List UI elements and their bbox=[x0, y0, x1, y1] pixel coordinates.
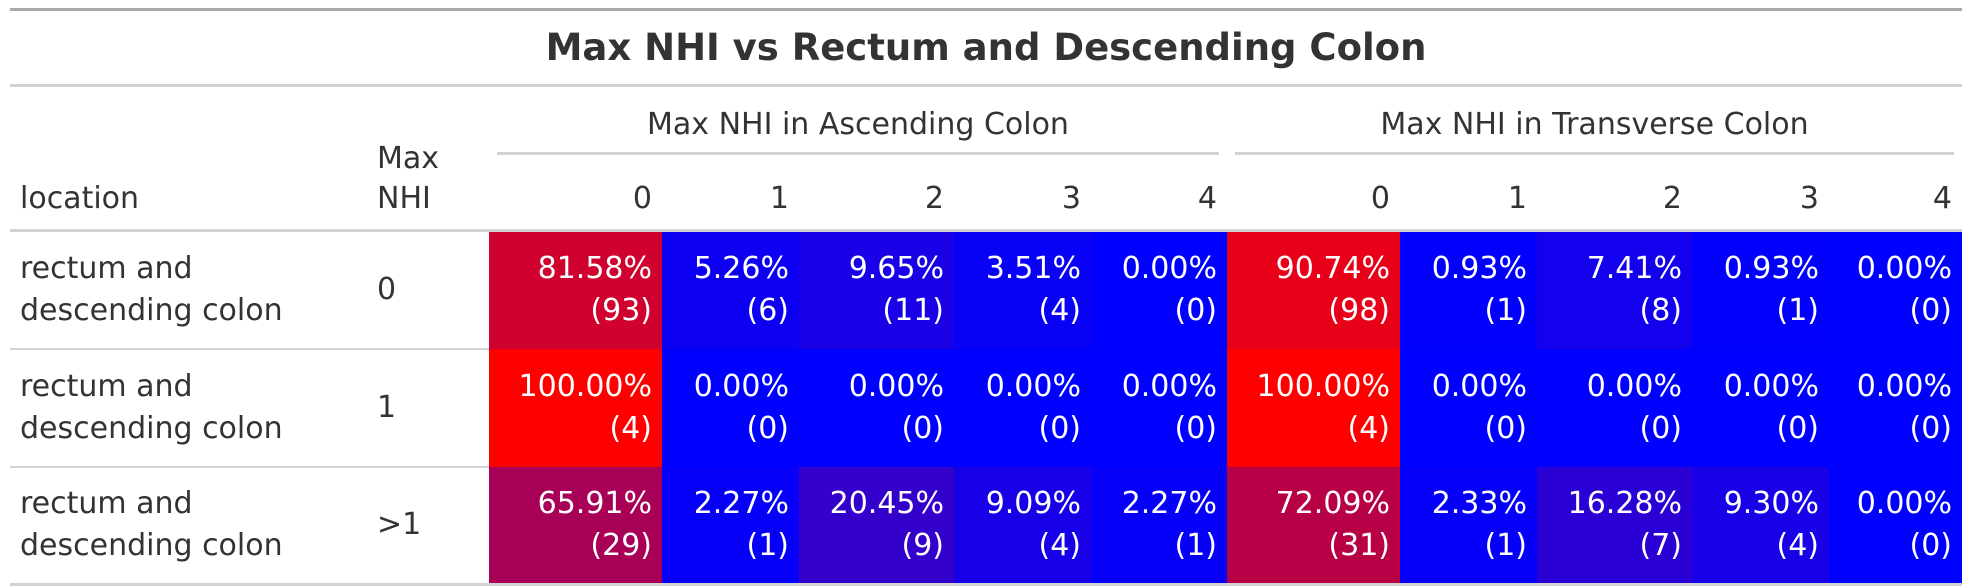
cell-ascending-4: 2.27% (1) bbox=[1091, 466, 1227, 586]
cell-ascending-1: 5.26% (6) bbox=[662, 230, 799, 349]
cell-ascending-2: 0.00% (0) bbox=[799, 348, 954, 467]
cell-ascending-2: 9.65% (11) bbox=[799, 230, 954, 349]
cell-transverse-0: 90.74% (98) bbox=[1227, 230, 1400, 349]
column-header-ascending-0: 0 bbox=[489, 155, 662, 232]
cell-ascending-3: 9.09% (4) bbox=[954, 466, 1091, 586]
cell-value: 5.26% (6) bbox=[693, 251, 789, 329]
cell-value: 20.45% (9) bbox=[829, 485, 944, 563]
table-row: rectum and descending colon >1 65.91% (29)… bbox=[10, 466, 1963, 586]
cell-ascending-3: 0.00% (0) bbox=[954, 348, 1091, 467]
cell-value: 0.00% (0) bbox=[1431, 368, 1527, 446]
column-header-transverse-1: 1 bbox=[1400, 155, 1537, 232]
cell-value: 0.00% (0) bbox=[1856, 251, 1953, 329]
cell-value: 0.00% (0) bbox=[693, 368, 789, 446]
column-header-ascending-3: 3 bbox=[954, 155, 1091, 232]
column-header-ascending-4: 4 bbox=[1091, 155, 1227, 232]
max-nhi-header-label: Max NHI bbox=[377, 141, 440, 216]
cell-value: 90.74% (98) bbox=[1275, 251, 1390, 329]
cell-value: 100.00% (4) bbox=[1256, 368, 1390, 446]
cell-transverse-3: 0.00% (0) bbox=[1692, 348, 1829, 467]
cell-value: 16.28% (7) bbox=[1567, 485, 1682, 563]
cell-transverse-2: 7.41% (8) bbox=[1537, 230, 1692, 349]
max-nhi-header: Max NHI bbox=[367, 85, 489, 232]
row-location: rectum and descending colon bbox=[10, 348, 367, 468]
row-location: rectum and descending colon bbox=[10, 230, 367, 350]
cell-ascending-1: 2.27% (1) bbox=[662, 466, 799, 586]
cell-value: 0.93% (1) bbox=[1723, 251, 1819, 329]
cell-ascending-4: 0.00% (0) bbox=[1091, 348, 1227, 467]
row-max-nhi: >1 bbox=[367, 466, 489, 586]
cell-value: 0.00% (0) bbox=[1723, 368, 1819, 446]
cell-value: 65.91% (29) bbox=[537, 485, 652, 563]
cell-value: 9.30% (4) bbox=[1723, 485, 1819, 563]
cell-value: 3.51% (4) bbox=[985, 251, 1081, 329]
title-row: Max NHI vs Rectum and Descending Colon bbox=[10, 8, 1963, 87]
cell-value: 72.09% (31) bbox=[1275, 485, 1390, 563]
cell-ascending-4: 0.00% (0) bbox=[1091, 230, 1227, 349]
cell-transverse-4: 0.00% (0) bbox=[1829, 348, 1963, 467]
cell-transverse-4: 0.00% (0) bbox=[1829, 230, 1963, 349]
cell-ascending-3: 3.51% (4) bbox=[954, 230, 1091, 349]
spanner-transverse: Max NHI in Transverse Colon bbox=[1227, 86, 1962, 155]
cell-value: 0.00% (0) bbox=[985, 368, 1081, 446]
cell-value: 0.00% (0) bbox=[1856, 368, 1953, 446]
cell-ascending-1: 0.00% (0) bbox=[662, 348, 799, 467]
column-header-ascending-1: 1 bbox=[662, 155, 799, 232]
row-location: rectum and descending colon bbox=[10, 466, 367, 586]
cell-value: 7.41% (8) bbox=[1586, 251, 1682, 329]
cell-value: 0.00% (0) bbox=[1856, 485, 1953, 563]
cell-value: 2.27% (1) bbox=[1121, 485, 1217, 563]
table-row: rectum and descending colon 0 81.58% (93) 5… bbox=[10, 230, 1963, 350]
row-max-nhi: 0 bbox=[367, 230, 489, 350]
spanner-row: location Max NHI Max NHI in Ascending Co… bbox=[10, 85, 1962, 232]
cell-transverse-0: 72.09% (31) bbox=[1227, 466, 1400, 586]
cell-value: 2.27% (1) bbox=[693, 485, 789, 563]
table-title: Max NHI vs Rectum and Descending Colon bbox=[10, 8, 1963, 87]
cell-ascending-0: 65.91% (29) bbox=[489, 466, 662, 586]
cell-transverse-1: 0.93% (1) bbox=[1400, 230, 1537, 349]
cell-value: 2.33% (1) bbox=[1431, 485, 1527, 563]
cell-transverse-0: 100.00% (4) bbox=[1227, 348, 1400, 467]
table-row: rectum and descending colon 1 100.00% (4) 0… bbox=[10, 348, 1963, 468]
cell-ascending-0: 81.58% (93) bbox=[489, 230, 662, 349]
cell-transverse-2: 0.00% (0) bbox=[1537, 348, 1692, 467]
cell-value: 0.00% (0) bbox=[1121, 251, 1217, 329]
column-header-transverse-3: 3 bbox=[1692, 155, 1829, 232]
column-header-row: 0 1 2 3 4 0 1 2 3 4 bbox=[10, 155, 1963, 232]
cell-value: 9.65% (11) bbox=[848, 251, 944, 329]
cell-ascending-0: 100.00% (4) bbox=[489, 348, 662, 467]
cell-value: 0.00% (0) bbox=[1586, 368, 1682, 446]
cell-transverse-3: 9.30% (4) bbox=[1692, 466, 1829, 586]
cell-value: 0.93% (1) bbox=[1431, 251, 1527, 329]
spanner-transverse-label: Max NHI in Transverse Colon bbox=[1235, 110, 1955, 155]
cell-transverse-3: 0.93% (1) bbox=[1692, 230, 1829, 349]
cell-transverse-4: 0.00% (0) bbox=[1829, 466, 1963, 586]
row-max-nhi: 1 bbox=[367, 348, 489, 468]
cell-transverse-2: 16.28% (7) bbox=[1537, 466, 1692, 586]
column-header-transverse-0: 0 bbox=[1227, 155, 1400, 232]
spanner-ascending: Max NHI in Ascending Colon bbox=[489, 86, 1227, 155]
spanner-ascending-label: Max NHI in Ascending Colon bbox=[497, 110, 1219, 155]
cell-value: 0.00% (0) bbox=[1121, 368, 1217, 446]
column-header-transverse-2: 2 bbox=[1537, 155, 1692, 232]
cell-transverse-1: 0.00% (0) bbox=[1400, 348, 1537, 467]
column-header-ascending-2: 2 bbox=[799, 155, 954, 232]
cell-value: 9.09% (4) bbox=[985, 485, 1081, 563]
cell-value: 0.00% (0) bbox=[848, 368, 944, 446]
cell-value: 81.58% (93) bbox=[537, 251, 652, 329]
location-header: location bbox=[10, 85, 367, 232]
column-header-transverse-4: 4 bbox=[1829, 155, 1963, 232]
cell-value: 100.00% (4) bbox=[518, 368, 652, 446]
cell-ascending-2: 20.45% (9) bbox=[799, 466, 954, 586]
table-container: Max NHI vs Rectum and Descending Colon l… bbox=[10, 8, 1963, 586]
cell-transverse-1: 2.33% (1) bbox=[1400, 466, 1537, 586]
nhi-table: Max NHI vs Rectum and Descending Colon l… bbox=[10, 8, 1963, 586]
